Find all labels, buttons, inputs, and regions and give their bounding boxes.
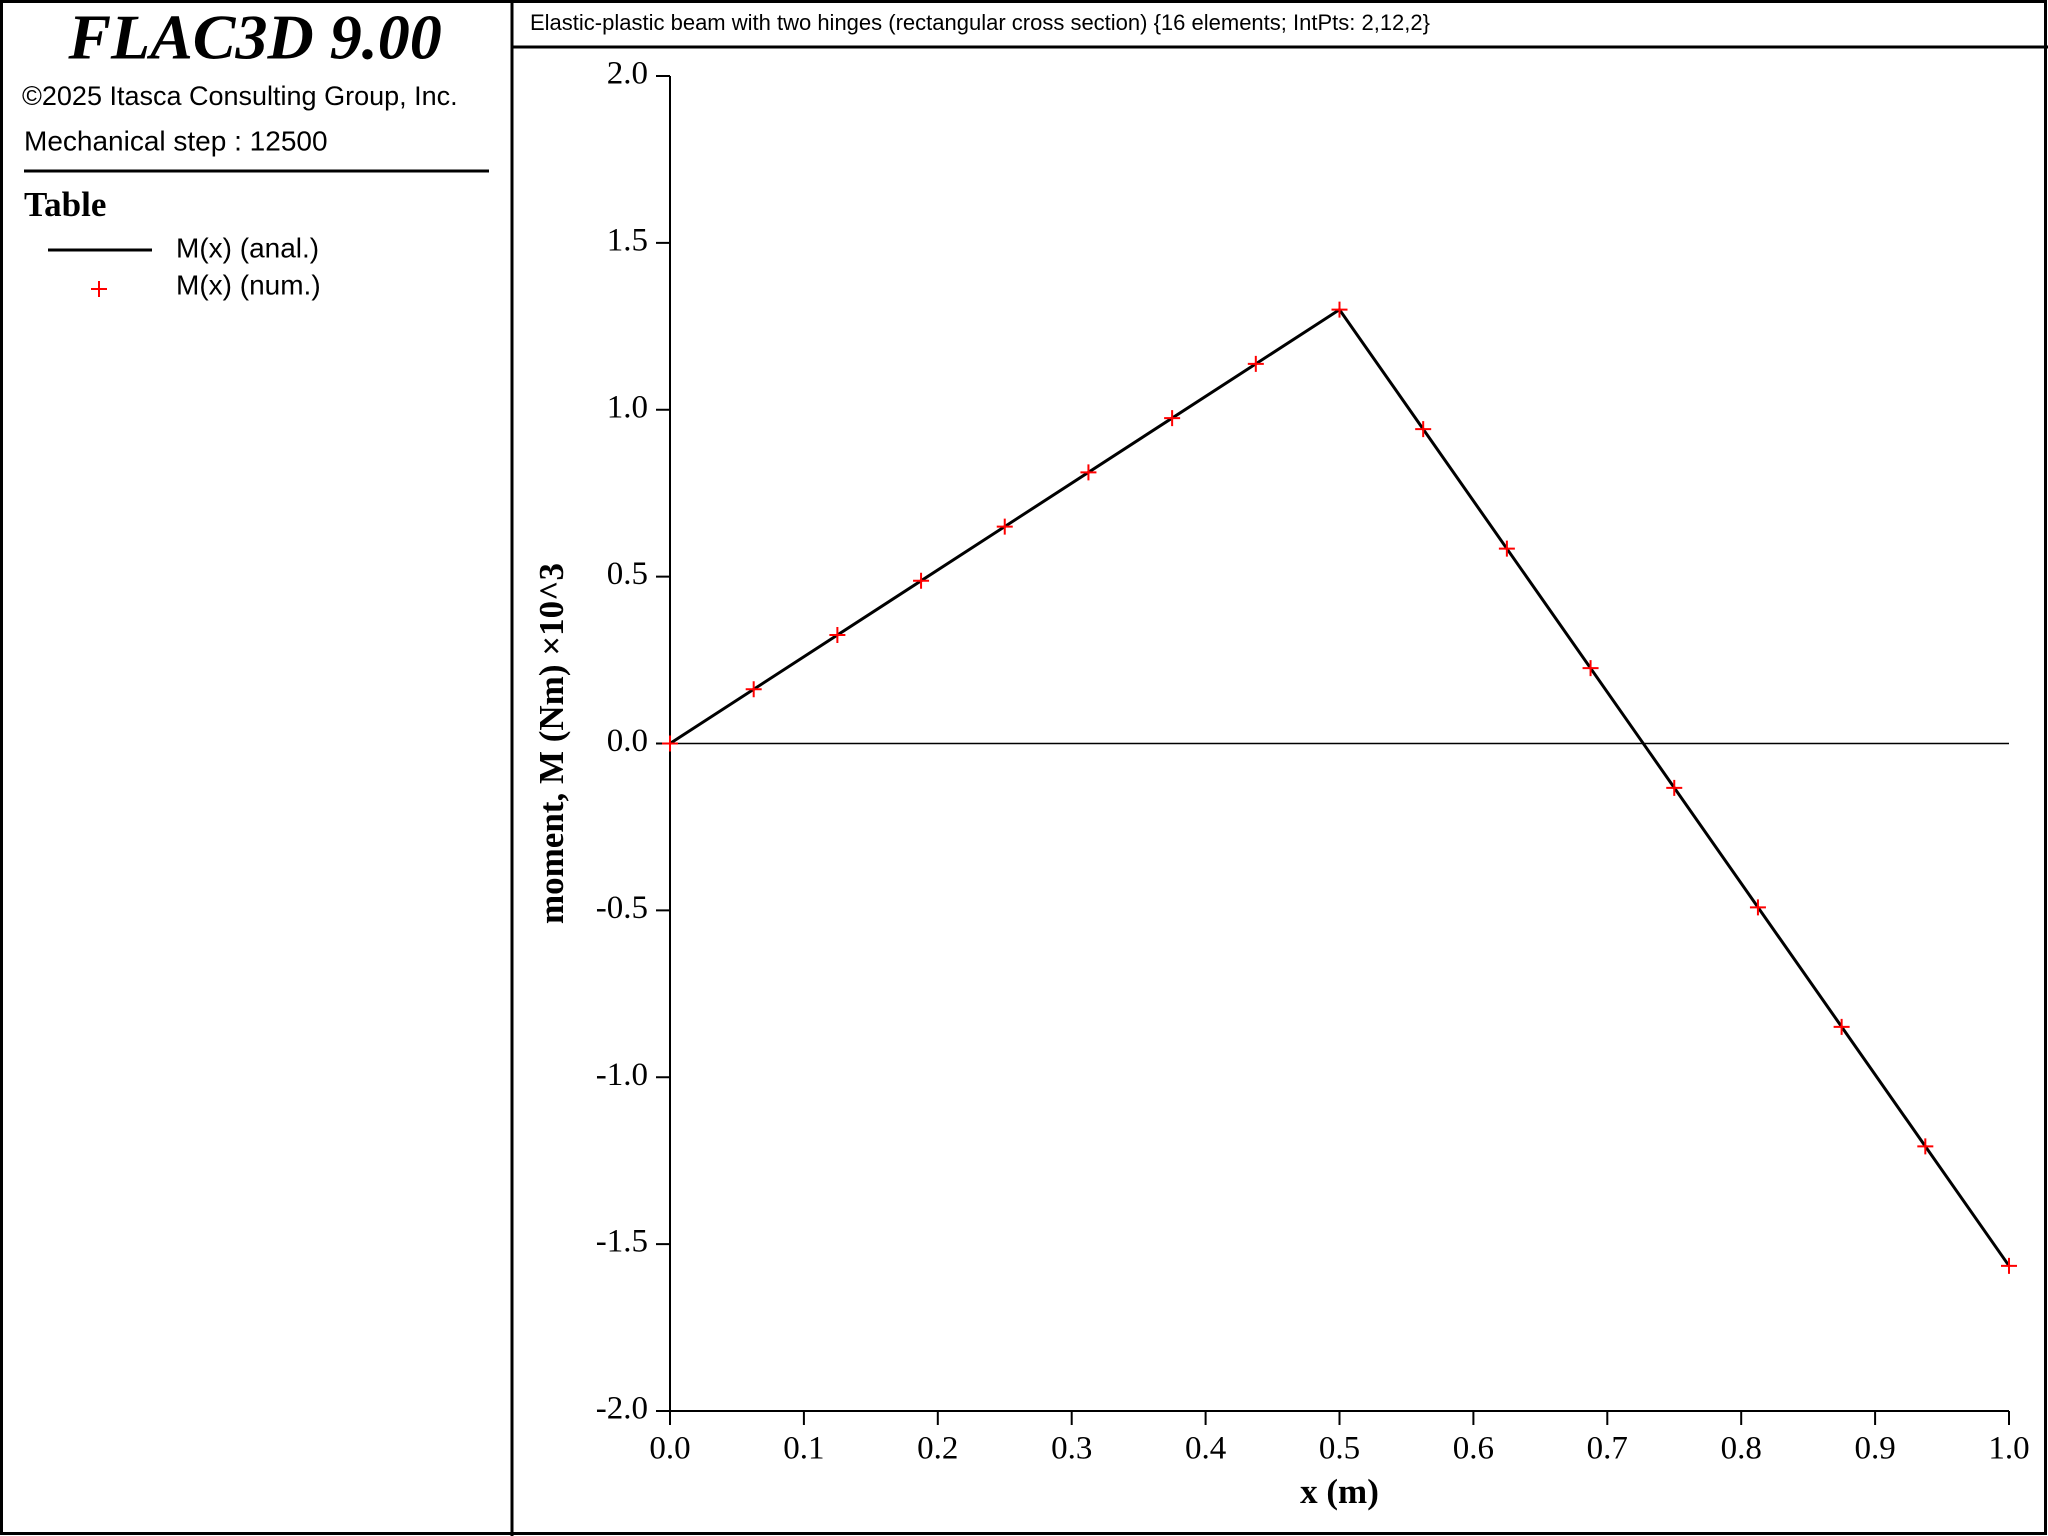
y-tick-label: -1.0 (596, 1057, 648, 1093)
x-tick-label: 0.6 (1453, 1431, 1494, 1467)
x-tick-label: 0.9 (1854, 1431, 1895, 1467)
x-tick-label: 0.2 (917, 1431, 958, 1467)
x-tick-label: 0.7 (1587, 1431, 1628, 1467)
x-tick-label: 1.0 (1988, 1431, 2029, 1467)
plus-marker (1917, 1138, 1934, 1155)
product-title: FLAC3D 9.00 (67, 2, 441, 73)
y-tick-label: 1.0 (607, 389, 648, 425)
legend: M(x) (anal.) M(x) (num.) (48, 232, 321, 300)
plus-marker (1331, 301, 1348, 318)
legend-title: Table (24, 185, 106, 224)
y-tick-label: 1.5 (607, 222, 648, 258)
series-line (669, 307, 2011, 1267)
x-tick-label: 0.5 (1319, 1431, 1360, 1467)
plus-marker (1582, 660, 1599, 677)
plus-marker (662, 735, 678, 752)
plus-marker (91, 281, 107, 297)
y-tick-label: -0.5 (596, 890, 648, 926)
plot: -2.0 -1.5 -1.0 -0.5 0.0 0.5 1.0 1.5 2.0 0.0 0.1 0.2… (532, 56, 2030, 1511)
step-info: Mechanical step : 12500 (24, 125, 328, 156)
x-tick-label: 0.3 (1051, 1431, 1092, 1467)
y-tick-label: 0.5 (607, 556, 648, 592)
x-tick-label: 0.8 (1721, 1431, 1762, 1467)
plus-marker (996, 518, 1013, 535)
plus-marker (1164, 410, 1181, 427)
legend-label: M(x) (anal.) (176, 232, 319, 263)
plus-marker (2001, 1257, 2017, 1274)
x-axis-label: x (m) (1300, 1472, 1379, 1511)
plus-marker (745, 681, 762, 698)
y-tick-label: -1.5 (596, 1224, 648, 1260)
copyright: ©2025 Itasca Consulting Group, Inc. (22, 81, 458, 111)
y-tick-label: 0.0 (607, 723, 648, 759)
y-tick-label: -2.0 (596, 1391, 648, 1427)
plus-marker (829, 627, 846, 644)
y-tick-label: 2.0 (607, 56, 648, 92)
chart-title: Elastic-plastic beam with two hinges (re… (530, 10, 1430, 35)
plus-marker (1666, 779, 1683, 796)
plus-marker (1080, 464, 1097, 481)
plus-marker (1247, 355, 1264, 372)
plus-marker (913, 572, 930, 589)
legend-label: M(x) (num.) (176, 269, 321, 300)
x-tick-label: 0.1 (783, 1431, 824, 1467)
plus-marker (1749, 899, 1766, 916)
x-tick-label: 0.0 (649, 1431, 690, 1467)
y-axis-label: moment, M (Nm) ×10^3 (532, 563, 571, 924)
plus-marker (1498, 540, 1515, 557)
plus-marker (1833, 1018, 1850, 1035)
plus-marker (1415, 421, 1432, 438)
x-tick-label: 0.4 (1185, 1431, 1226, 1467)
